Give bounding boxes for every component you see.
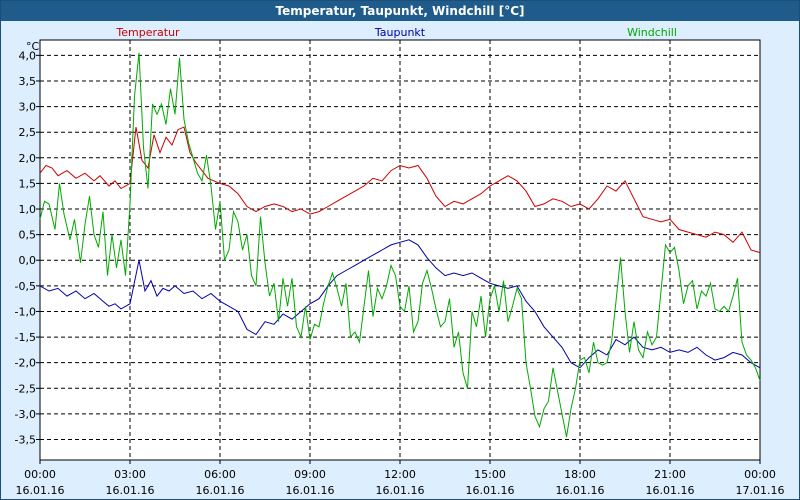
x-tick-date: 16.01.16: [466, 484, 515, 497]
y-axis-label: °C: [26, 40, 40, 53]
legend-temperatur: Temperatur: [115, 26, 180, 39]
x-tick-time: 09:00: [294, 468, 326, 481]
window-title: Temperatur, Taupunkt, Windchill [°C]: [1, 1, 799, 21]
x-tick-time: 00:00: [24, 468, 56, 481]
series-lines: [39, 52, 761, 438]
y-tick-label: -0,5: [15, 280, 36, 293]
y-tick-label: -3,5: [15, 434, 36, 447]
x-tick-time: 15:00: [474, 468, 506, 481]
y-tick-label: 3,0: [19, 101, 37, 114]
x-tick-date: 16.01.16: [16, 484, 65, 497]
legend-windchill: Windchill: [627, 26, 677, 39]
x-axis-ticks: 00:00 16.01.16 03:00 16.01.16 06:00 16.01.16 0…: [16, 460, 785, 497]
y-axis-ticks: 4,0 3,5 3,0 2,5 2,0 1,5 1,0 0,5 0,0 -0,5 -1,0 -1,5 -…: [15, 49, 40, 447]
y-tick-label: 1,5: [19, 177, 37, 190]
x-tick-date: 16.01.16: [196, 484, 245, 497]
x-tick-time: 12:00: [384, 468, 416, 481]
y-tick-label: -1,5: [15, 331, 36, 344]
legend: Temperatur Taupunkt Windchill: [115, 26, 677, 39]
y-tick-label: -2,0: [15, 357, 36, 370]
x-tick-date: 16.01.16: [556, 484, 605, 497]
series-line-windchill: [39, 52, 761, 438]
x-tick-date: 16.01.16: [106, 484, 155, 497]
y-tick-label: 4,0: [19, 49, 37, 62]
x-tick-time: 18:00: [564, 468, 596, 481]
x-tick-date: 16.01.16: [286, 484, 335, 497]
y-tick-label: -3,0: [15, 408, 36, 421]
x-tick-date: 17.01.16: [736, 484, 785, 497]
x-tick-date: 16.01.16: [376, 484, 425, 497]
y-tick-label: 1,0: [19, 203, 37, 216]
x-tick-time: 06:00: [204, 468, 236, 481]
y-tick-label: -2,5: [15, 382, 36, 395]
x-tick-time: 03:00: [114, 468, 146, 481]
y-tick-label: 3,5: [19, 75, 37, 88]
y-tick-label: 2,0: [19, 152, 37, 165]
x-tick-time: 21:00: [654, 468, 686, 481]
legend-taupunkt: Taupunkt: [374, 26, 426, 39]
y-tick-label: -1,0: [15, 305, 36, 318]
x-tick-date: 16.01.16: [646, 484, 695, 497]
y-tick-label: 0,0: [19, 254, 37, 267]
y-tick-label: 2,5: [19, 126, 37, 139]
series-line-taupunkt: [39, 239, 761, 369]
y-tick-label: 0,5: [19, 229, 37, 242]
x-tick-time: 00:00: [744, 468, 776, 481]
